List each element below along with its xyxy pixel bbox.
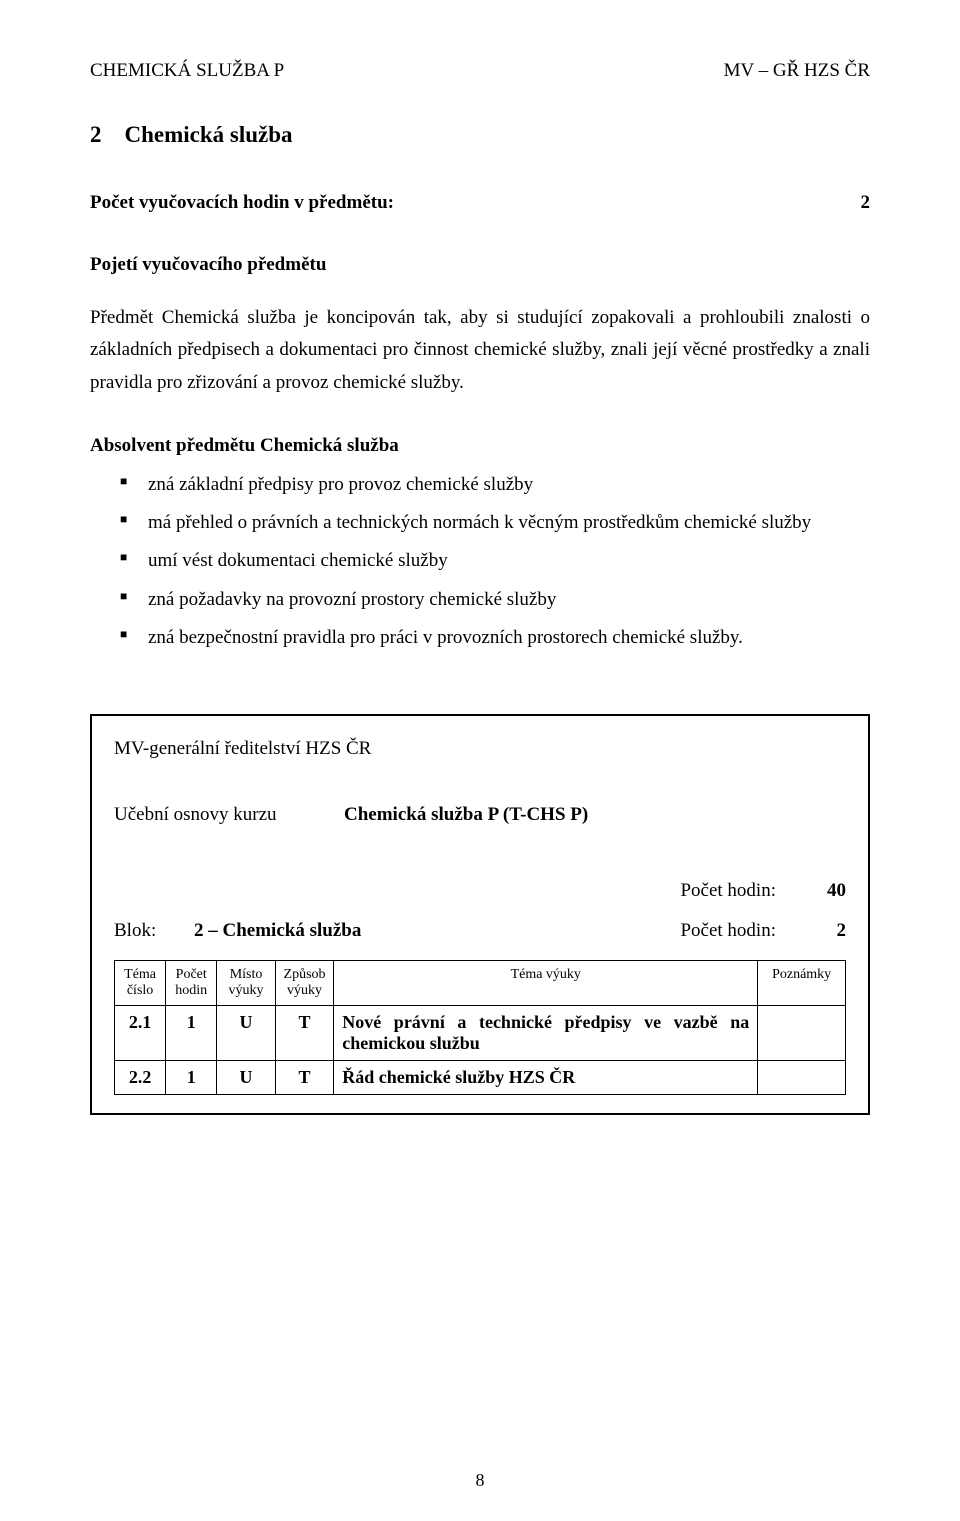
osnovy-row: Učební osnovy kurzu Chemická služba P (T… xyxy=(114,804,846,826)
th-tema-cislo: Téma číslo xyxy=(115,961,166,1006)
absolvent-heading: Absolvent předmětu Chemická služba xyxy=(90,435,870,457)
table-header-row: Téma číslo Počet hodin Místo výuky Způso… xyxy=(115,961,846,1006)
subheading: Pojetí vyučovacího předmětu xyxy=(90,254,870,276)
total-hours-row: Počet hodin: 40 xyxy=(114,880,846,902)
header-left: CHEMICKÁ SLUŽBA P xyxy=(90,60,284,82)
cell-tema: Řád chemické služby HZS ČR xyxy=(334,1061,758,1095)
section-name: Chemická služba xyxy=(125,122,293,147)
page: CHEMICKÁ SLUŽBA P MV – GŘ HZS ČR 2 Chemi… xyxy=(0,0,960,1521)
cell-pozn xyxy=(758,1061,846,1095)
cell-hodin: 1 xyxy=(166,1061,217,1095)
blok-hours-label: Počet hodin: xyxy=(680,920,776,942)
osnovy-value: Chemická služba P (T-CHS P) xyxy=(344,804,588,826)
list-item: má přehled o právních a technických norm… xyxy=(90,507,870,539)
blok-value: 2 – Chemická služba xyxy=(194,920,680,942)
th-zpusob: Způsob výuky xyxy=(275,961,333,1006)
section-number: 2 xyxy=(90,122,102,147)
total-hours-value: 40 xyxy=(806,880,846,902)
cell-tema: Nové právní a technické předpisy ve vazb… xyxy=(334,1006,758,1061)
list-item: zná bezpečnostní pravidla pro práci v pr… xyxy=(90,622,870,654)
cell-zpusob: T xyxy=(275,1061,333,1095)
box-org: MV-generální ředitelství HZS ČR xyxy=(114,738,846,760)
section-title: 2 Chemická služba xyxy=(90,122,870,148)
cell-zpusob: T xyxy=(275,1006,333,1061)
syllabus-box: MV-generální ředitelství HZS ČR Učební o… xyxy=(90,714,870,1115)
page-number: 8 xyxy=(0,1470,960,1491)
syllabus-table: Téma číslo Počet hodin Místo výuky Způso… xyxy=(114,960,846,1095)
intro-paragraph: Předmět Chemická služba je koncipován ta… xyxy=(90,302,870,399)
th-poznamky: Poznámky xyxy=(758,961,846,1006)
bullet-list: zná základní předpisy pro provoz chemick… xyxy=(90,469,870,654)
blok-hours-value: 2 xyxy=(806,920,846,942)
cell-cislo: 2.2 xyxy=(115,1061,166,1095)
hours-label: Počet vyučovacích hodin v předmětu: xyxy=(90,192,394,214)
table-row: 2.2 1 U T Řád chemické služby HZS ČR xyxy=(115,1061,846,1095)
running-header: CHEMICKÁ SLUŽBA P MV – GŘ HZS ČR xyxy=(90,60,870,82)
list-item: zná základní předpisy pro provoz chemick… xyxy=(90,469,870,501)
list-item: umí vést dokumentaci chemické služby xyxy=(90,545,870,577)
cell-pozn xyxy=(758,1006,846,1061)
hours-value: 2 xyxy=(861,192,871,214)
header-right: MV – GŘ HZS ČR xyxy=(724,60,870,82)
blok-label: Blok: xyxy=(114,920,194,942)
list-item: zná požadavky na provozní prostory chemi… xyxy=(90,584,870,616)
th-tema: Téma výuky xyxy=(334,961,758,1006)
table-row: 2.1 1 U T Nové právní a technické předpi… xyxy=(115,1006,846,1061)
cell-hodin: 1 xyxy=(166,1006,217,1061)
blok-row: Blok: 2 – Chemická služba Počet hodin: 2 xyxy=(114,920,846,942)
th-misto: Místo výuky xyxy=(217,961,275,1006)
cell-misto: U xyxy=(217,1061,275,1095)
total-hours-label: Počet hodin: xyxy=(680,880,776,902)
osnovy-label: Učební osnovy kurzu xyxy=(114,804,344,826)
th-pocet-hodin: Počet hodin xyxy=(166,961,217,1006)
cell-cislo: 2.1 xyxy=(115,1006,166,1061)
cell-misto: U xyxy=(217,1006,275,1061)
hours-row: Počet vyučovacích hodin v předmětu: 2 xyxy=(90,192,870,214)
